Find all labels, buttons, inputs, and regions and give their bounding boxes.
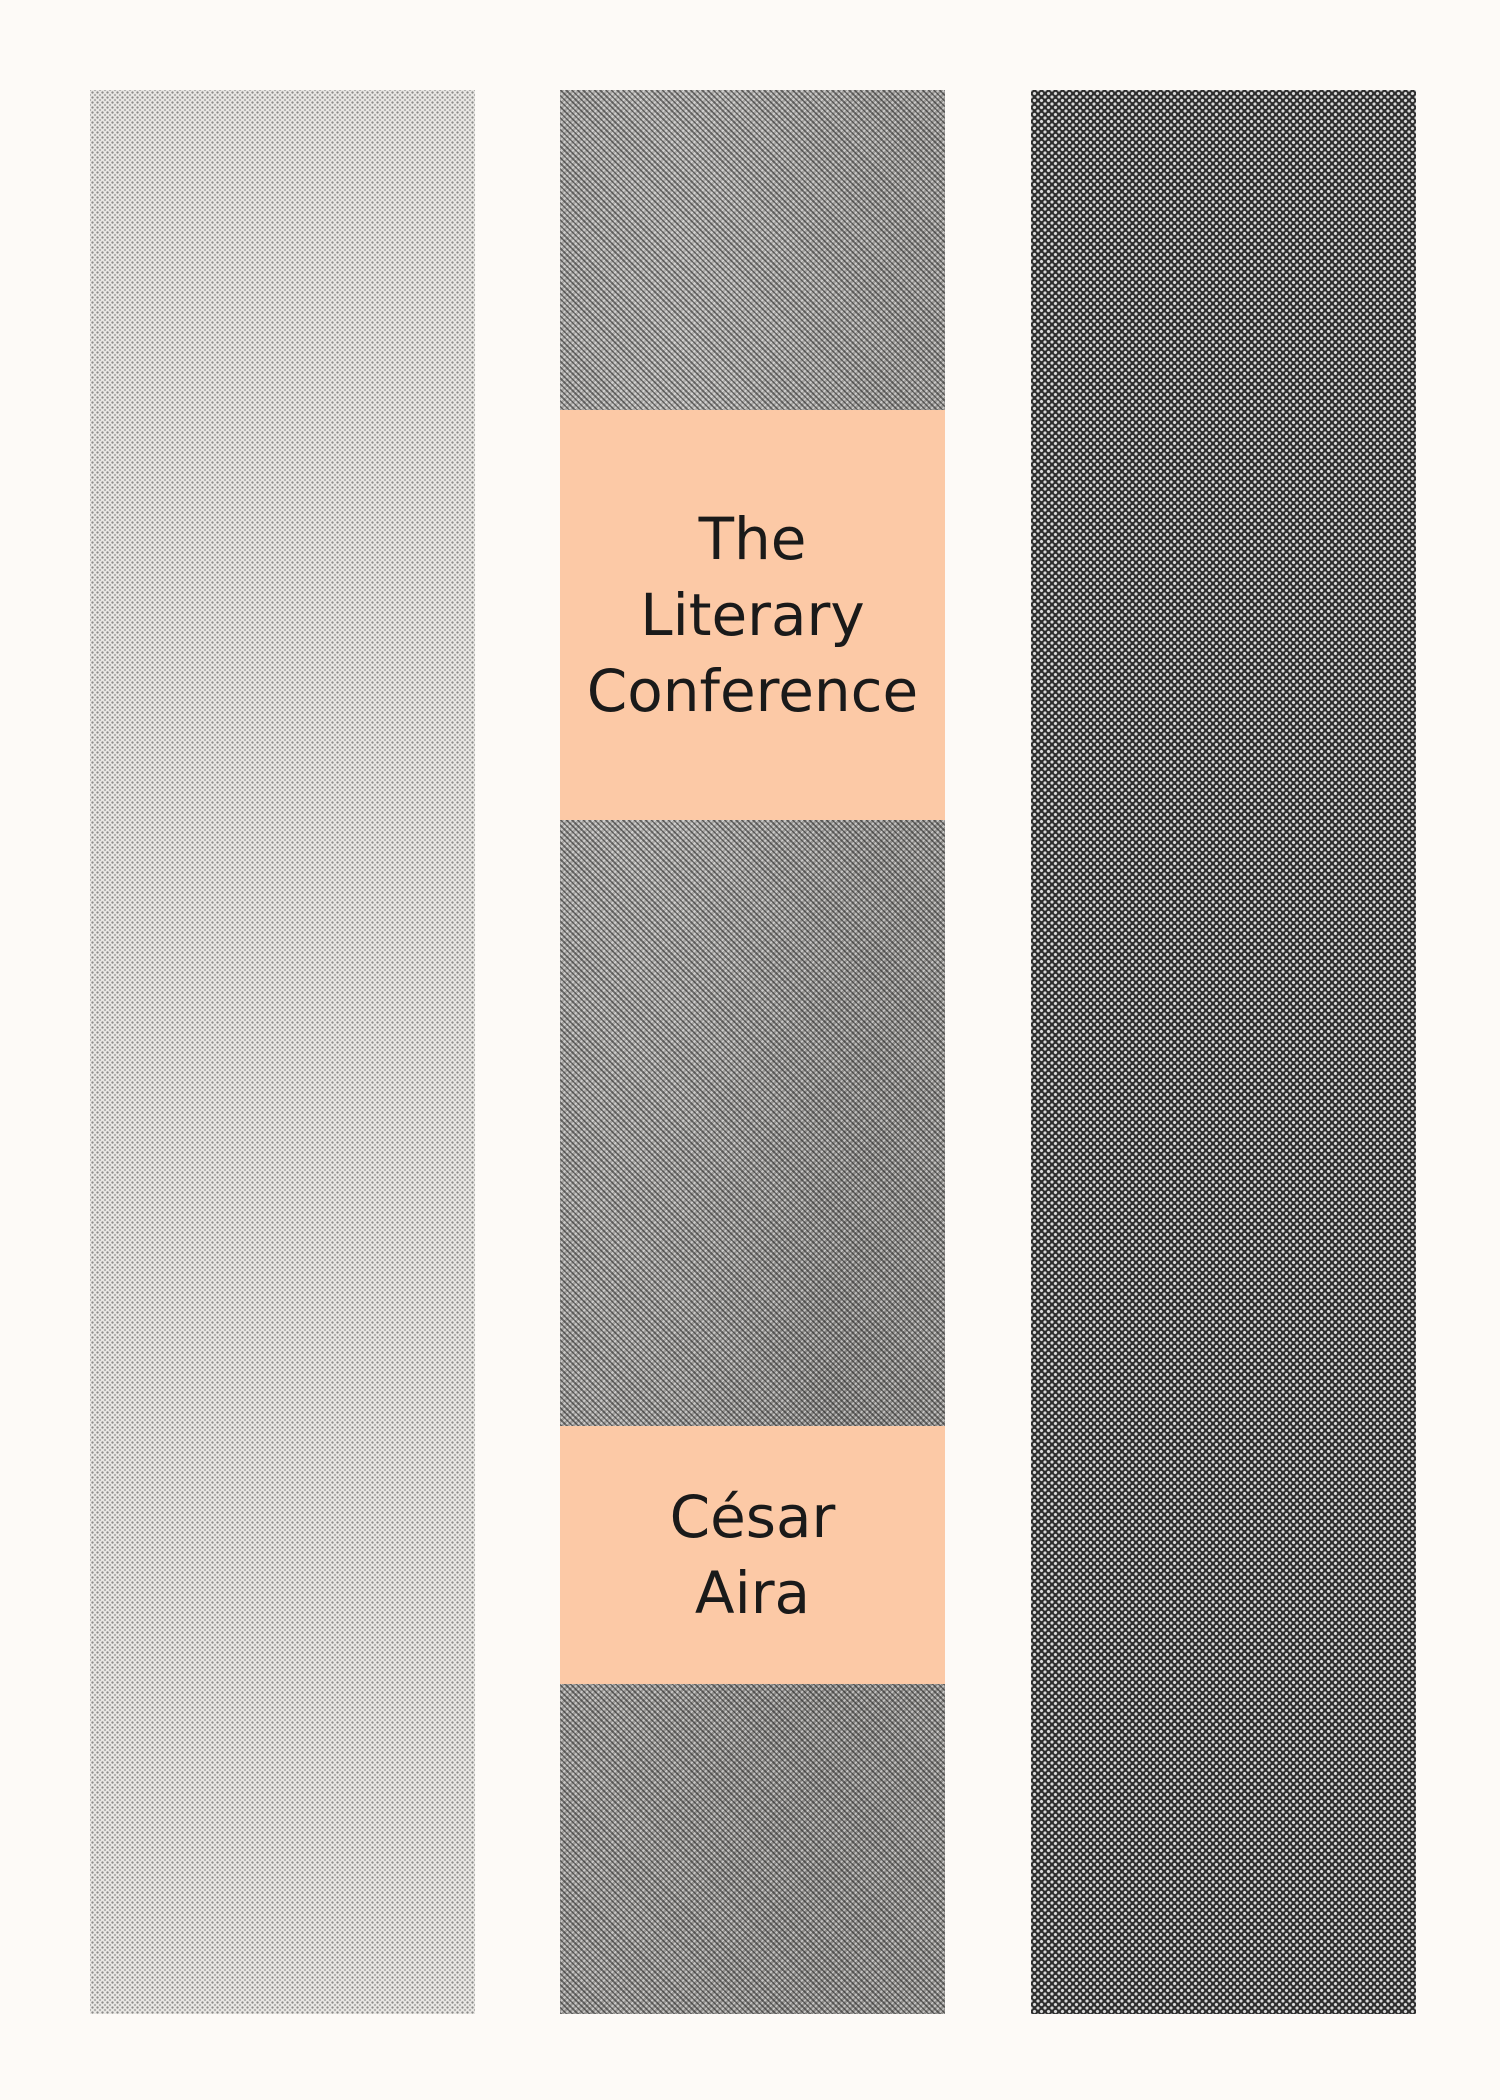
halftone-strip-medium: The Literary Conference César Aira xyxy=(560,90,945,2014)
title-label: The Literary Conference xyxy=(560,410,945,820)
halftone-strip-light xyxy=(90,90,475,2014)
title-line: Literary xyxy=(640,581,865,649)
author-line: César xyxy=(669,1483,836,1551)
title-line: The xyxy=(698,505,807,573)
author-label: César Aira xyxy=(560,1426,945,1684)
halftone-strip-dark xyxy=(1031,90,1416,2014)
title-line: Conference xyxy=(586,657,919,725)
author-line: Aira xyxy=(694,1559,811,1627)
